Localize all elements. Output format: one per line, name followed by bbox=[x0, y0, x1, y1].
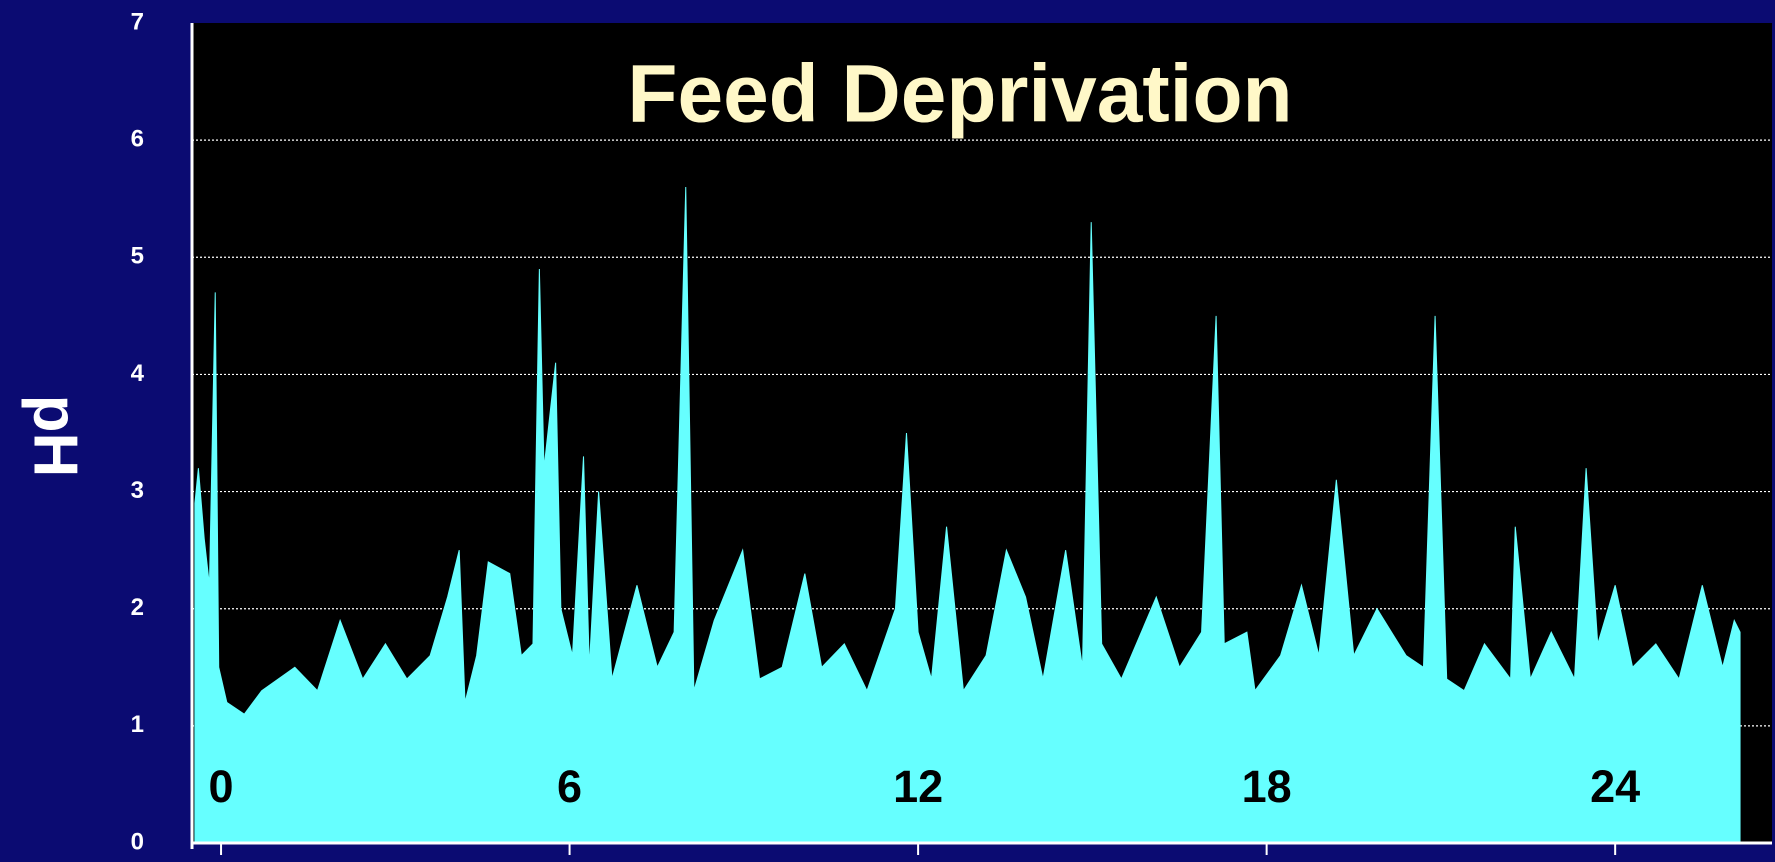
x-tick-label: 6 bbox=[557, 761, 582, 812]
y-tick-label: 0 bbox=[131, 828, 144, 855]
area bbox=[194, 186, 1741, 844]
x-tick-label: 24 bbox=[1590, 761, 1640, 812]
chart-title: Feed Deprivation bbox=[627, 49, 1292, 140]
y-tick-label: 3 bbox=[131, 477, 144, 504]
x-tick-label: 12 bbox=[893, 761, 943, 812]
y-tick-label: 5 bbox=[131, 243, 144, 270]
x-tick-label: 18 bbox=[1242, 761, 1292, 812]
y-tick-label: 1 bbox=[131, 711, 144, 738]
y-axis-label: pH bbox=[21, 395, 90, 478]
y-tick-label: 4 bbox=[131, 360, 145, 387]
x-tick-label: 0 bbox=[209, 761, 234, 812]
y-tick-label: 7 bbox=[131, 8, 144, 35]
y-tick-label: 2 bbox=[131, 594, 144, 621]
y-tick-label: 6 bbox=[131, 125, 144, 152]
